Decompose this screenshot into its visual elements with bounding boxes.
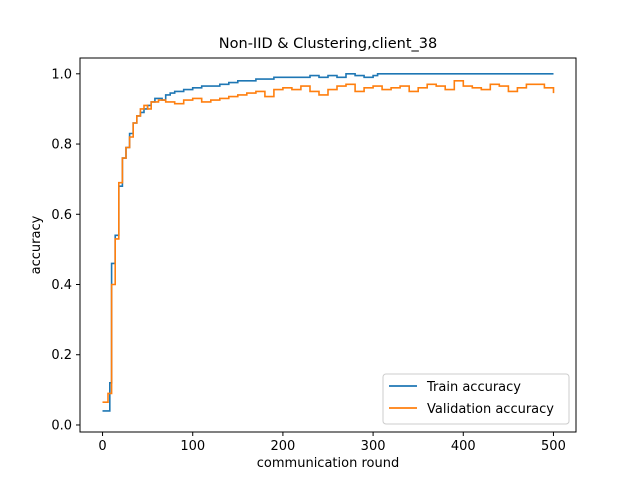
x-tick-label: 300 — [361, 439, 386, 454]
x-tick-label: 400 — [451, 439, 476, 454]
legend-label-train: Train accuracy — [426, 380, 521, 395]
series-layer — [102, 73, 555, 412]
plot-frame — [79, 57, 577, 433]
ticks-layer: 0 100 200 300 400 500 0.0 0.2 0.4 0.6 0.8 1.0 — [51, 67, 566, 454]
x-tick-label: 100 — [180, 439, 205, 454]
y-tick-label: 0.4 — [51, 278, 72, 293]
x-tick-label: 500 — [541, 439, 566, 454]
series-line-validation — [102, 80, 555, 403]
y-tick-label: 0.6 — [51, 208, 72, 223]
y-tick-label: 0.8 — [51, 138, 72, 153]
legend-box — [382, 373, 570, 425]
y-tick-label: 1.0 — [51, 67, 72, 82]
legend: Train accuracy Validation accuracy — [382, 373, 570, 425]
x-axis-label: communication round — [257, 456, 399, 471]
x-tick-label: 200 — [270, 439, 295, 454]
legend-label-validation: Validation accuracy — [427, 402, 554, 417]
y-tick-label: 0.0 — [51, 418, 72, 433]
chart-title: Non-IID & Clustering,client_38 — [219, 36, 437, 52]
y-tick-label: 0.2 — [51, 348, 72, 363]
y-axis-label: accuracy — [29, 215, 44, 274]
x-tick-label: 0 — [98, 439, 106, 454]
